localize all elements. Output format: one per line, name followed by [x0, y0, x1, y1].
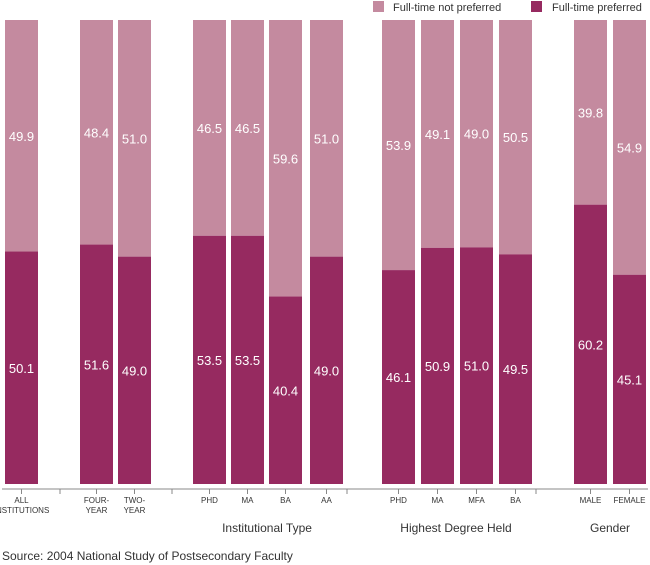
value-label-preferred: 49.0: [122, 363, 147, 378]
x-tick-label: BA: [280, 496, 291, 505]
x-tick-labels: ALLINSTITUTIONS FOUR-YEAR TWO-YEAR PHD MA BA A…: [0, 489, 646, 515]
x-tick-label: FEMALE: [613, 496, 645, 505]
bar-not-preferred: [574, 20, 607, 205]
bar-not-preferred: [382, 20, 415, 271]
value-label-not-preferred: 49.0: [464, 127, 489, 142]
value-label-not-preferred: 46.5: [235, 121, 260, 136]
group-label: Institutional Type: [222, 521, 312, 535]
x-tick-label: PHD: [390, 496, 407, 505]
x-tick-label: AA: [321, 496, 332, 505]
value-label-not-preferred: 51.0: [314, 131, 339, 146]
bar-not-preferred: [499, 20, 532, 255]
x-tick-label: ALLINSTITUTIONS: [0, 496, 49, 515]
value-label-preferred: 53.5: [197, 353, 222, 368]
bar-preferred: [310, 256, 343, 484]
value-label-preferred: 51.6: [84, 357, 109, 372]
bar-preferred: [118, 256, 151, 484]
value-label-not-preferred: 49.9: [9, 129, 34, 144]
bar-preferred: [613, 274, 646, 484]
legend-swatch-not-preferred: [373, 1, 384, 12]
x-tick-label: MA: [242, 496, 255, 505]
x-tick-label: FOUR-YEAR: [84, 496, 110, 515]
value-label-not-preferred: 54.9: [617, 140, 642, 155]
x-tick-label: MA: [432, 496, 445, 505]
value-label-preferred: 45.1: [617, 372, 642, 387]
value-label-preferred: 50.1: [9, 361, 34, 376]
value-label-not-preferred: 46.5: [197, 121, 222, 136]
value-label-not-preferred: 51.0: [122, 131, 147, 146]
value-label-preferred: 49.5: [503, 362, 528, 377]
value-label-not-preferred: 59.6: [273, 151, 298, 166]
value-label-preferred: 49.0: [314, 363, 339, 378]
legend-swatch-preferred: [531, 1, 542, 12]
value-label-preferred: 40.4: [273, 383, 298, 398]
value-label-preferred: 51.0: [464, 359, 489, 374]
bar-preferred: [5, 251, 38, 484]
value-label-preferred: 46.1: [386, 370, 411, 385]
bar-not-preferred: [231, 20, 264, 236]
legend-label-not-preferred: Full-time not preferred: [393, 2, 501, 14]
x-tick-label: MFA: [468, 496, 485, 505]
value-label-not-preferred: 53.9: [386, 138, 411, 153]
group-label: Highest Degree Held: [400, 521, 511, 535]
bar-preferred: [80, 244, 113, 484]
bar-preferred: [193, 235, 226, 484]
legend: Full-time not preferred Full-time prefer…: [373, 1, 642, 14]
bar-not-preferred: [118, 20, 151, 257]
bar-not-preferred: [421, 20, 454, 248]
bar-preferred: [574, 204, 607, 484]
value-label-not-preferred: 50.5: [503, 130, 528, 145]
value-label-not-preferred: 48.4: [84, 125, 109, 140]
x-tick-label: PHD: [201, 496, 218, 505]
x-tick-label: TWO-YEAR: [124, 496, 146, 515]
bar-not-preferred: [193, 20, 226, 236]
value-label-preferred: 60.2: [578, 337, 603, 352]
bar-not-preferred: [269, 20, 302, 297]
source-note: Source: 2004 National Study of Postsecon…: [2, 549, 293, 563]
bar-preferred: [269, 296, 302, 484]
group-label: Gender: [590, 521, 630, 535]
bar-not-preferred: [310, 20, 343, 257]
bar-not-preferred: [613, 20, 646, 275]
bar-preferred: [499, 254, 532, 484]
bar-not-preferred: [460, 20, 493, 248]
x-tick-label: BA: [510, 496, 521, 505]
bar-preferred: [460, 247, 493, 484]
bar-not-preferred: [5, 20, 38, 252]
bar-not-preferred: [80, 20, 113, 245]
bar-preferred: [231, 235, 264, 484]
bar-preferred: [382, 270, 415, 484]
legend-label-preferred: Full-time preferred: [552, 2, 642, 14]
x-tick-label: MALE: [580, 496, 602, 505]
value-label-not-preferred: 49.1: [425, 127, 450, 142]
bar-preferred: [421, 247, 454, 484]
value-label-preferred: 50.9: [425, 359, 450, 374]
value-label-preferred: 53.5: [235, 353, 260, 368]
group-labels: Institutional Type Highest Degree Held Gen…: [222, 521, 630, 535]
bars: 49.9 50.1 48.4 51.6 51.0 49.0 46.5 53.5 46.5 53.5…: [5, 20, 646, 484]
value-label-not-preferred: 39.8: [578, 105, 603, 120]
